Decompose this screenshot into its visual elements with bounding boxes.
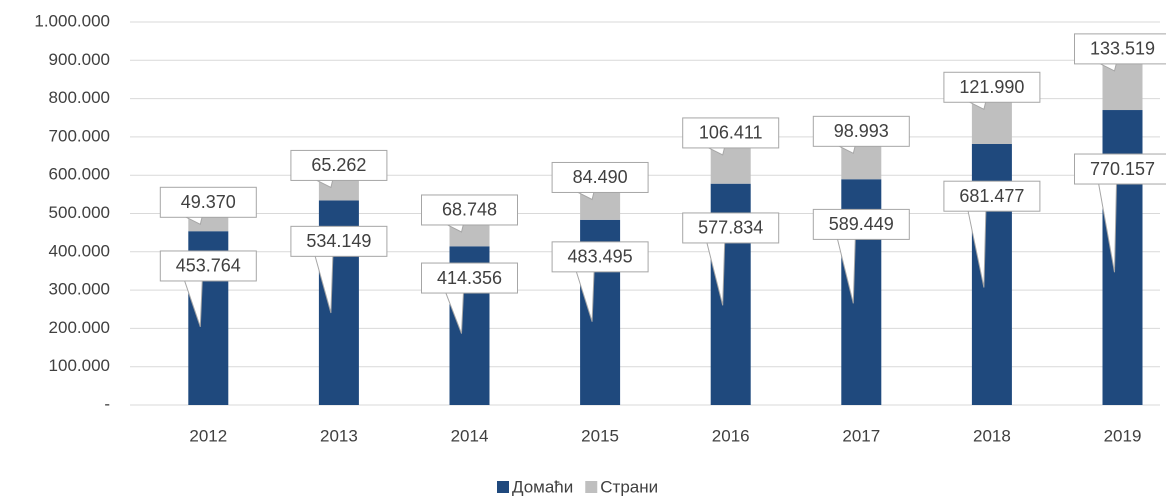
label-box [1074, 33, 1166, 65]
x-tick-label: 2016 [712, 426, 750, 445]
data-label: 84.490 [573, 167, 628, 187]
data-label: 65.262 [311, 155, 366, 175]
y-tick-label: 300.000 [49, 280, 110, 299]
x-tick-label: 2013 [320, 426, 358, 445]
x-tick-label: 2012 [189, 426, 227, 445]
legend-label: Домаћи [512, 477, 573, 496]
data-label: 681.477 [959, 186, 1024, 206]
label-box [812, 208, 910, 240]
data-label: 106.411 [699, 123, 763, 143]
data-label: 453.764 [176, 256, 241, 276]
label-box [943, 71, 1041, 103]
label-box [421, 194, 518, 226]
label-box [812, 115, 910, 147]
data-label: 49.370 [181, 192, 236, 212]
legend-label: Страни [600, 477, 658, 496]
label-box [1074, 153, 1166, 185]
data-label: 589.449 [829, 214, 894, 234]
y-tick-label: 400.000 [49, 241, 110, 260]
data-label: 121.990 [959, 77, 1024, 97]
data-label: 133.519 [1090, 39, 1155, 59]
data-label: 770.157 [1090, 159, 1155, 179]
data-label: 534.149 [306, 231, 371, 251]
label-box [159, 186, 257, 218]
data-label: 577.834 [698, 218, 763, 238]
y-tick-label: 600.000 [49, 165, 110, 184]
y-tick-label: 1.000.000 [34, 11, 110, 30]
data-label: 414.356 [437, 268, 502, 288]
x-tick-label: 2014 [451, 426, 489, 445]
y-tick-label: 200.000 [49, 318, 110, 337]
y-tick-label: 500.000 [49, 203, 110, 222]
label-box [943, 180, 1041, 212]
data-label: 483.495 [568, 247, 633, 267]
x-tick-label: 2015 [581, 426, 619, 445]
label-box [551, 241, 649, 273]
y-tick-label: - [104, 394, 110, 413]
x-tick-label: 2018 [973, 426, 1011, 445]
label-box [290, 225, 388, 257]
y-tick-label: 100.000 [49, 356, 110, 375]
x-tick-label: 2019 [1104, 426, 1142, 445]
legend-swatch [585, 481, 598, 493]
y-tick-label: 800.000 [49, 88, 110, 107]
label-box [290, 149, 388, 181]
data-label: 98.993 [834, 121, 889, 141]
label-box [421, 262, 518, 294]
y-tick-label: 700.000 [49, 126, 110, 145]
data-label: 68.748 [442, 200, 497, 220]
label-box [682, 117, 780, 149]
label-box [551, 161, 649, 193]
legend-swatch [497, 481, 509, 493]
label-box [682, 212, 780, 244]
y-tick-label: 900.000 [49, 50, 110, 69]
x-tick-label: 2017 [842, 426, 880, 445]
label-box [159, 250, 257, 282]
